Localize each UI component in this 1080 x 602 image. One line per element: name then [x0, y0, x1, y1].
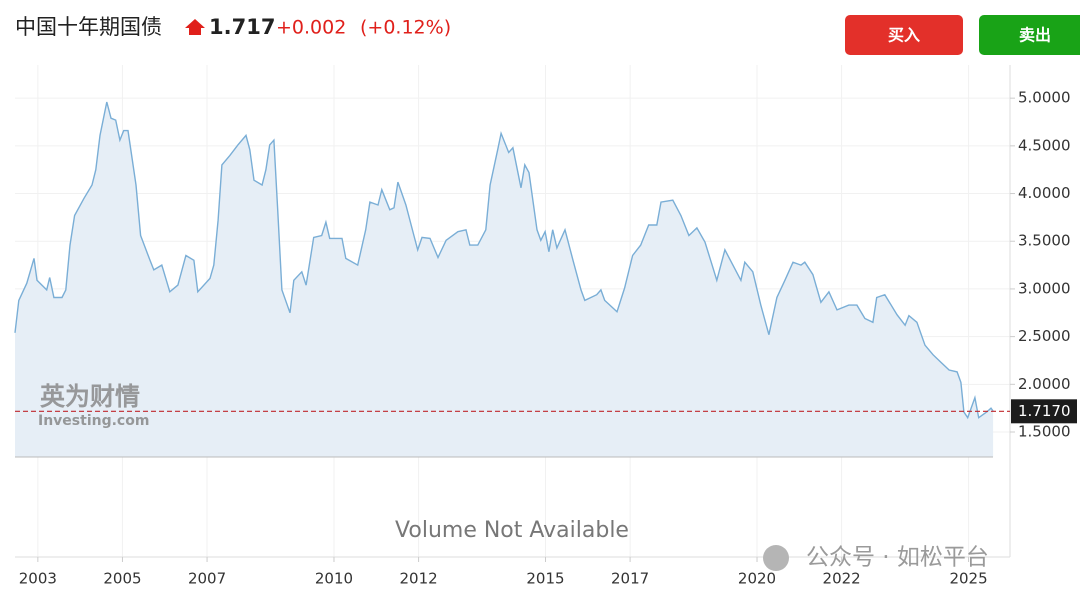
watermark-brand: 英为财情 [40, 382, 140, 411]
last-value-label: 1.7170 [1018, 402, 1071, 420]
y-tick-label: 2.5000 [1018, 327, 1071, 345]
x-tick-label: 2020 [738, 570, 776, 588]
x-tick-label: 2005 [103, 570, 141, 588]
up-arrow [185, 19, 205, 35]
buy-label[interactable]: 买入 [888, 26, 920, 45]
line [14, 101, 994, 420]
x-tick-label: 2003 [19, 570, 57, 588]
x-tick-label: 2012 [399, 570, 437, 588]
x-tick-label: 2007 [188, 570, 226, 588]
buy-button-bg[interactable] [845, 15, 963, 55]
sell-label[interactable]: 卖出 [1019, 26, 1051, 45]
y-tick-label: 3.5000 [1018, 232, 1071, 250]
y-tick-label: 1.5000 [1018, 423, 1071, 441]
title: 中国十年期国债 [15, 15, 162, 39]
x-tick-label: 2015 [526, 570, 564, 588]
x-tick-label: 2010 [315, 570, 353, 588]
y-tick-label: 3.0000 [1018, 279, 1071, 297]
sell-button-bg[interactable] [979, 15, 1080, 55]
volume-note: Volume Not Available [395, 518, 629, 543]
footer-watermark: 公众号 · 如松平台 [806, 545, 989, 571]
wechat-icon [763, 545, 789, 571]
area-fill [15, 102, 994, 457]
plot [14, 65, 1010, 557]
x-tick-label: 2022 [823, 570, 861, 588]
change: +0.002 [276, 17, 346, 39]
last-value-box [1011, 399, 1077, 424]
y-tick-label: 4.0000 [1018, 184, 1071, 202]
price: 1.717 [209, 15, 275, 39]
x-tick-label: 2017 [611, 570, 649, 588]
watermark-site: Investing.com [38, 413, 149, 429]
y-tick-label: 5.0000 [1018, 89, 1071, 107]
sell-button[interactable]: 卖出 [979, 15, 1080, 55]
y-tick-label: 2.0000 [1018, 375, 1071, 393]
buy-button[interactable]: 买入 [845, 15, 963, 55]
change-pct: (+0.12%) [360, 17, 451, 39]
x-tick-label: 2025 [949, 570, 987, 588]
y-tick-label: 4.5000 [1018, 136, 1071, 154]
